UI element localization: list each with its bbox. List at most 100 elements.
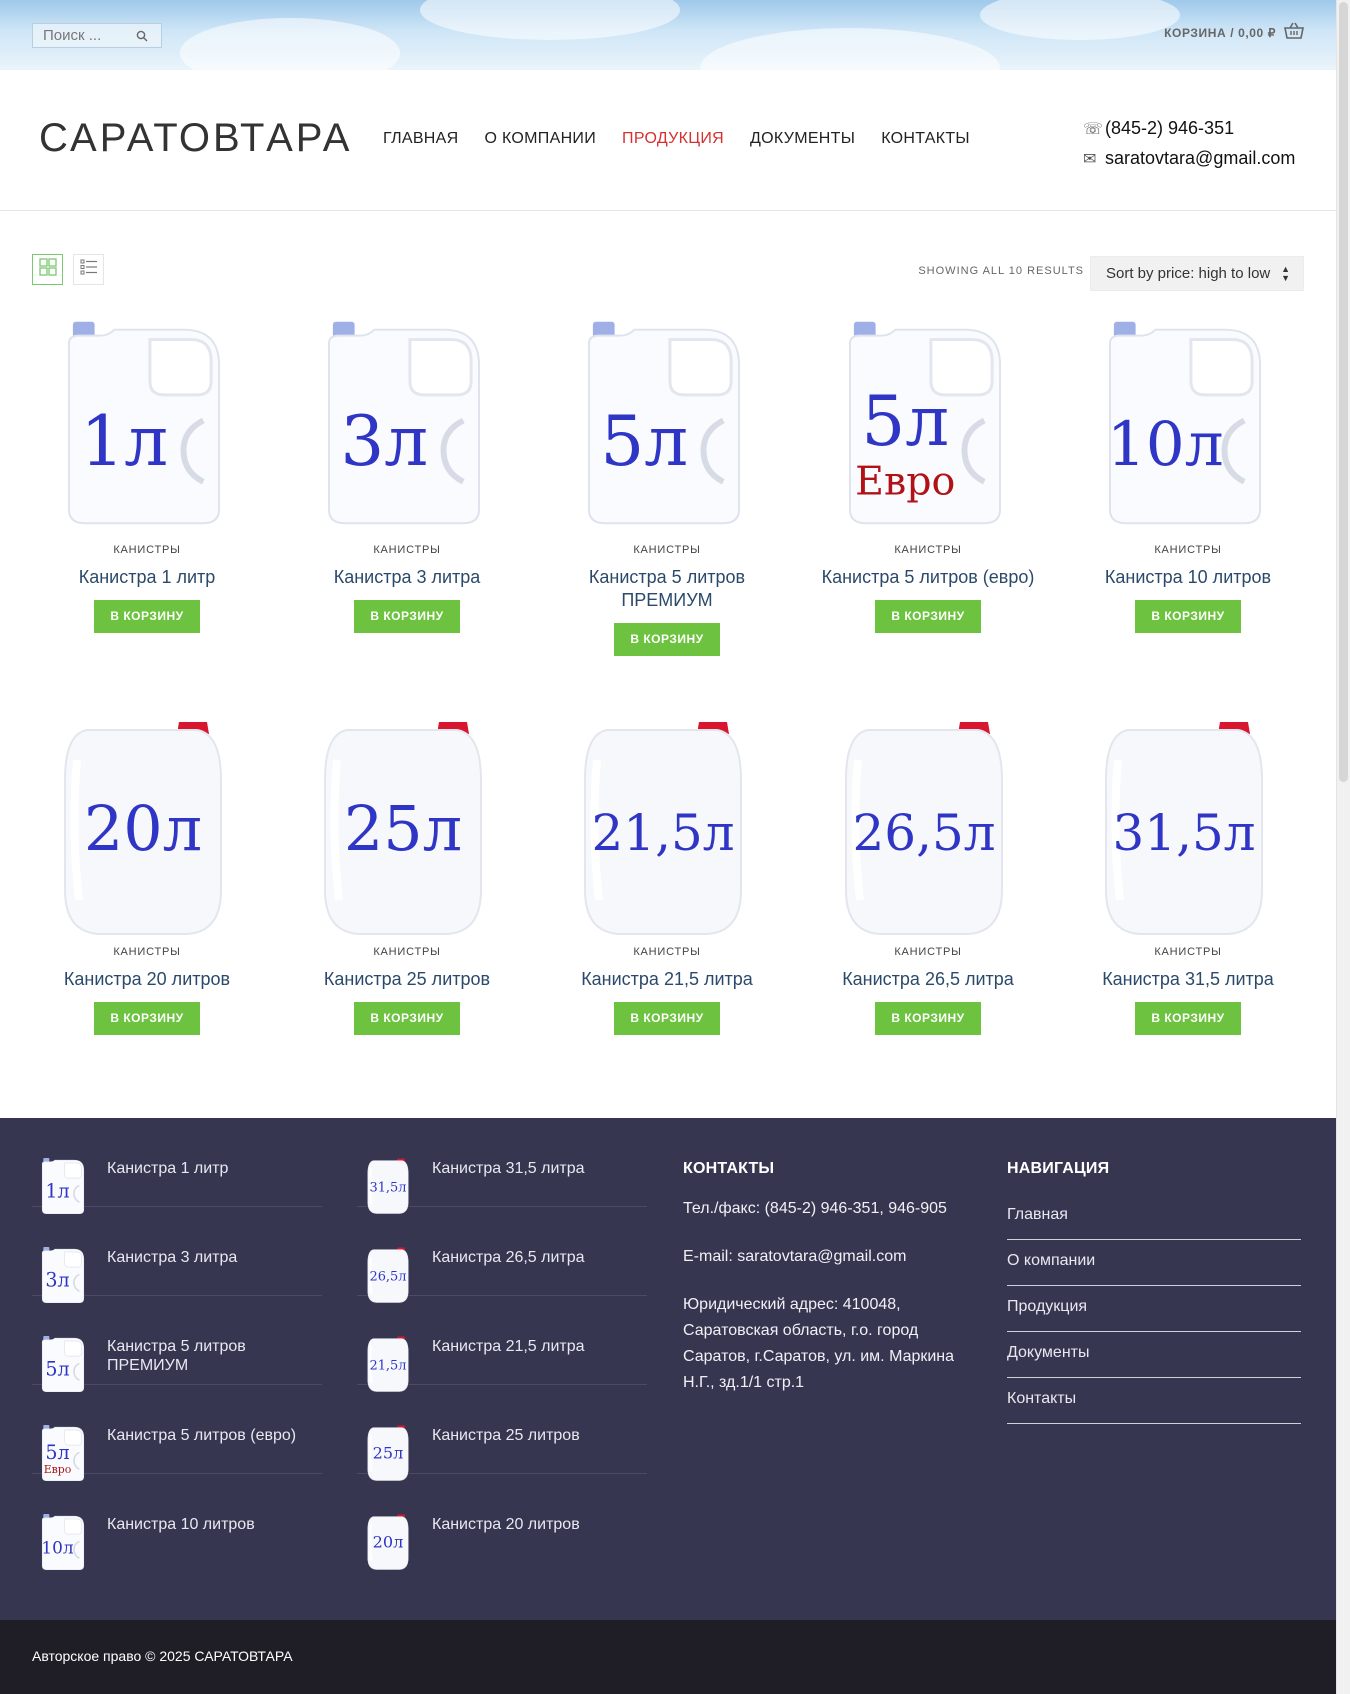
product-category[interactable]: КАНИСТРЫ [113, 946, 181, 958]
grid-view-button[interactable] [32, 254, 63, 285]
add-to-cart-button[interactable]: В КОРЗИНУ [354, 600, 460, 633]
footer-product-item[interactable]: 3л Канистра 3 литра [32, 1207, 322, 1303]
product-image[interactable]: 20л [32, 708, 262, 935]
scrollbar-thumb[interactable] [1339, 2, 1348, 782]
list-icon [80, 258, 98, 281]
footer-product-item[interactable]: 1л Канистра 1 литр [32, 1118, 322, 1214]
add-to-cart-button[interactable]: В КОРЗИНУ [1135, 1002, 1241, 1035]
footer-nav-documents[interactable]: Документы [1007, 1332, 1301, 1378]
product-category[interactable]: КАНИСТРЫ [633, 544, 701, 556]
svg-text:3л: 3л [45, 1269, 69, 1292]
product-category[interactable]: КАНИСТРЫ [894, 946, 962, 958]
svg-text:31,5л: 31,5л [1112, 804, 1255, 862]
footer-product-thumb: 3л [40, 1247, 86, 1303]
product-title[interactable]: Канистра 20 литров [63, 969, 231, 989]
footer-nav-contacts[interactable]: Контакты [1007, 1378, 1301, 1424]
footer-product-title[interactable]: Канистра 5 литров ПРЕМИУМ [107, 1338, 246, 1374]
product-card: 26,5л КАНИСТРЫ Канистра 26,5 литра В КОРЗИН… [813, 708, 1043, 1035]
footer-product-thumb: 21,5л [365, 1336, 411, 1392]
product-title[interactable]: Канистра 1 литр [78, 567, 216, 587]
footer-product-title[interactable]: Канистра 26,5 литра [432, 1249, 585, 1266]
product-category[interactable]: КАНИСТРЫ [373, 544, 441, 556]
footer-nav-home[interactable]: Главная [1007, 1194, 1301, 1240]
footer-product-item[interactable]: 10л Канистра 10 литров [32, 1474, 322, 1570]
nav-contacts[interactable]: КОНТАКТЫ [881, 130, 970, 147]
site-logo[interactable]: САРАТОВТАРА [39, 116, 353, 160]
search-icon[interactable] [129, 24, 155, 47]
svg-text:25л: 25л [344, 792, 462, 865]
footer-product-title[interactable]: Канистра 3 литра [107, 1249, 238, 1266]
footer-product-item[interactable]: 20л Канистра 20 литров [357, 1474, 647, 1570]
product-title[interactable]: Канистра 31,5 литра [1102, 969, 1274, 989]
search-input[interactable] [33, 24, 129, 47]
product-category[interactable]: КАНИСТРЫ [894, 544, 962, 556]
add-to-cart-button[interactable]: В КОРЗИНУ [94, 1002, 200, 1035]
product-image[interactable]: 21,5л [552, 708, 782, 935]
footer-product-item[interactable]: 26,5л Канистра 26,5 литра [357, 1207, 647, 1303]
product-image[interactable]: 31,5л [1073, 708, 1303, 935]
add-to-cart-button[interactable]: В КОРЗИНУ [614, 1002, 720, 1035]
product-category[interactable]: КАНИСТРЫ [113, 544, 181, 556]
footer-product-thumb: 5л [40, 1336, 86, 1392]
product-image[interactable]: 1л [32, 306, 262, 531]
footer-product-item[interactable]: 25л Канистра 25 литров [357, 1385, 647, 1481]
footer-product-item[interactable]: 5л Канистра 5 литров ПРЕМИУМ [32, 1296, 322, 1392]
sort-select[interactable]: Sort by price: high to low ▲ ▼ [1090, 256, 1304, 291]
footer-product-item[interactable]: 5л Евро Канистра 5 литров (евро) [32, 1385, 322, 1481]
main-nav: ГЛАВНАЯ О КОМПАНИИ ПРОДУКЦИЯ ДОКУМЕНТЫ К… [383, 130, 970, 148]
footer-product-title[interactable]: Канистра 20 литров [432, 1516, 580, 1533]
add-to-cart-button[interactable]: В КОРЗИНУ [875, 1002, 981, 1035]
nav-about[interactable]: О КОМПАНИИ [484, 130, 597, 147]
product-title[interactable]: Канистра 26,5 литра [842, 969, 1014, 989]
svg-text:5л: 5л [45, 1441, 69, 1464]
footer-product-item[interactable]: 31,5л Канистра 31,5 литра [357, 1118, 647, 1214]
footer-address: Юридический адрес: 410048, Саратовская о… [683, 1296, 955, 1391]
product-category[interactable]: КАНИСТРЫ [373, 946, 441, 958]
footer-phone: Тел./факс: (845-2) 946-351, 946-905 [683, 1200, 947, 1217]
product-title[interactable]: Канистра 5 литров ПРЕМИУМ [588, 567, 746, 610]
product-title[interactable]: Канистра 5 литров (евро) [821, 567, 1035, 587]
footer-nav-products[interactable]: Продукция [1007, 1286, 1301, 1332]
product-title[interactable]: Канистра 21,5 литра [581, 969, 753, 989]
product-image[interactable]: 25л [292, 708, 522, 935]
product-title[interactable]: Канистра 3 литра [333, 567, 481, 587]
product-card: 5л Евро КАНИСТРЫ Канистра 5 литров (евро) В … [813, 306, 1043, 633]
list-view-button[interactable] [73, 254, 104, 285]
add-to-cart-button[interactable]: В КОРЗИНУ [94, 600, 200, 633]
footer-nav-about[interactable]: О компании [1007, 1240, 1301, 1286]
footer-product-title[interactable]: Канистра 21,5 литра [432, 1338, 585, 1355]
footer-product-title[interactable]: Канистра 1 литр [107, 1160, 229, 1177]
footer-product-title[interactable]: Канистра 10 литров [107, 1516, 255, 1533]
add-to-cart-button[interactable]: В КОРЗИНУ [354, 1002, 460, 1035]
product-image[interactable]: 5л Евро [813, 306, 1043, 531]
product-image[interactable]: 26,5л [813, 708, 1043, 935]
product-image[interactable]: 5л [552, 306, 782, 531]
product-image[interactable]: 10л [1073, 306, 1303, 531]
footer-product-title[interactable]: Канистра 31,5 литра [432, 1160, 585, 1177]
svg-text:3л: 3л [340, 402, 428, 482]
product-image[interactable]: 3л [292, 306, 522, 531]
header-email[interactable]: saratovtara@gmail.com [1105, 148, 1296, 168]
cart-link[interactable]: КОРЗИНА / 0,00 ₽ [1164, 22, 1304, 43]
product-category[interactable]: КАНИСТРЫ [1154, 544, 1222, 556]
product-category[interactable]: КАНИСТРЫ [1154, 946, 1222, 958]
header-phone[interactable]: (845-2) 946-351 [1105, 118, 1235, 138]
product-title[interactable]: Канистра 10 литров [1104, 567, 1272, 587]
footer-product-item[interactable]: 21,5л Канистра 21,5 литра [357, 1296, 647, 1392]
add-to-cart-button[interactable]: В КОРЗИНУ [1135, 600, 1241, 633]
nav-documents[interactable]: ДОКУМЕНТЫ [750, 130, 856, 147]
add-to-cart-button[interactable]: В КОРЗИНУ [614, 623, 720, 656]
product-card: 5л КАНИСТРЫ Канистра 5 литров ПРЕМИУМ В КОР… [552, 306, 782, 656]
product-category[interactable]: КАНИСТРЫ [633, 946, 701, 958]
page-scrollbar[interactable] [1336, 0, 1350, 1694]
nav-products[interactable]: ПРОДУКЦИЯ [622, 130, 725, 147]
nav-home[interactable]: ГЛАВНАЯ [383, 130, 459, 147]
add-to-cart-button[interactable]: В КОРЗИНУ [875, 600, 981, 633]
product-title[interactable]: Канистра 25 литров [323, 969, 491, 989]
footer-product-title[interactable]: Канистра 5 литров (евро) [107, 1427, 297, 1444]
svg-text:1л: 1л [80, 402, 168, 482]
footer-email-link[interactable]: saratovtara@gmail.com [737, 1248, 907, 1265]
sort-arrows-icon: ▲ ▼ [1281, 264, 1290, 283]
footer-product-title[interactable]: Канистра 25 литров [432, 1427, 580, 1444]
svg-text:21,5л: 21,5л [369, 1359, 406, 1374]
